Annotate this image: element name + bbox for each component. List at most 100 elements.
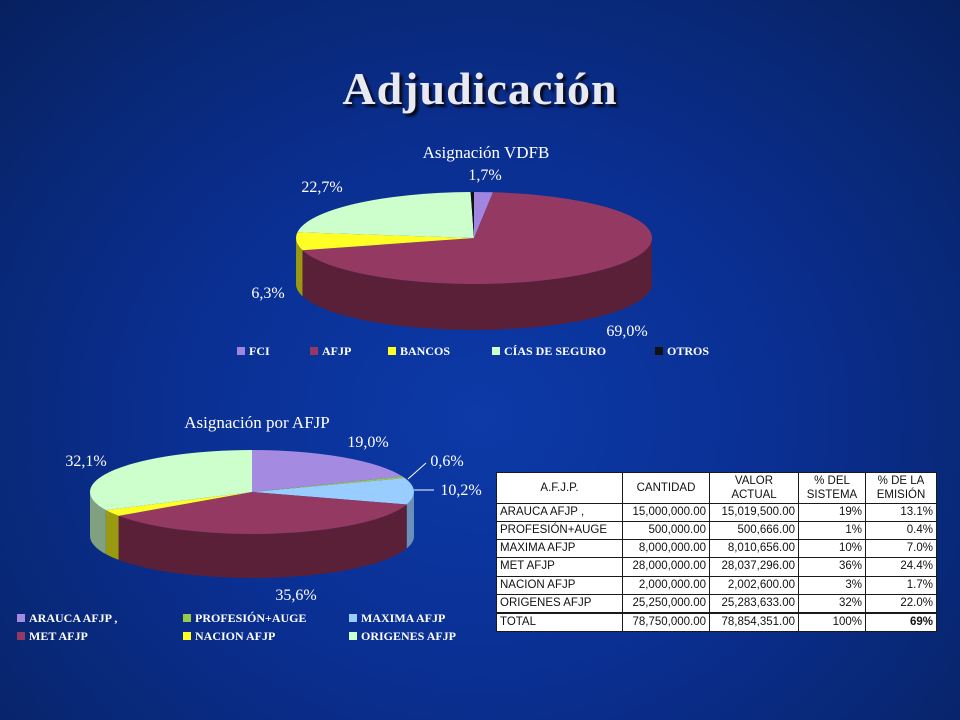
chart-afjp-title: Asignación por AFJP: [184, 413, 329, 432]
table-cell: 32%: [798, 593, 866, 614]
table-row: NACION AFJP 2,000,000.00 2,002,600.00 3%…: [496, 575, 937, 595]
legend2-swatch-met: [17, 632, 25, 640]
afjp-table: A.F.J.P. CANTIDAD VALOR ACTUAL % DEL SIS…: [496, 472, 937, 632]
table-header: % DEL SISTEMA: [798, 472, 866, 504]
pie1-slice-4: [297, 192, 474, 238]
pie2-label-met: 35,6%: [275, 587, 316, 604]
table-cell: 7.0%: [865, 539, 937, 559]
table-cell: 500,000.00: [622, 521, 710, 541]
pie2-slice-side-4: [118, 504, 407, 578]
pie2-slice-side-6: [90, 491, 106, 555]
pie1-slice-1: [474, 192, 493, 238]
legend2-swatch-profesion: [183, 614, 191, 622]
table-cell: PROFESIÓN+AUGE: [496, 521, 623, 541]
table-cell: NACION AFJP: [496, 575, 623, 595]
pie1-label-cias: 22,7%: [301, 179, 342, 196]
table-header-row: A.F.J.P. CANTIDAD VALOR ACTUAL % DEL SIS…: [496, 472, 937, 504]
legend2-label-origenes: ORIGENES AFJP: [361, 629, 456, 643]
legend2-label-profesion: PROFESIÓN+AUGE: [195, 611, 307, 625]
table-cell: 22.0%: [865, 593, 937, 614]
legend2-label-arauca: ARAUCA AFJP ,: [29, 611, 117, 625]
table-cell: MET AFJP: [496, 557, 623, 577]
table-row: MAXIMA AFJP 8,000,000.00 8,010,656.00 10…: [496, 539, 937, 559]
pie1-slice-5: [470, 192, 474, 238]
table-cell: 19%: [798, 502, 866, 523]
table-cell: 8,000,000.00: [622, 539, 710, 559]
table-cell: ARAUCA AFJP ,: [496, 502, 623, 523]
table-cell: 24.4%: [865, 557, 937, 577]
pie2-label-maxima: 10,2%: [440, 482, 481, 499]
table-cell: TOTAL: [496, 612, 623, 632]
legend1-swatch-afjp: [310, 347, 318, 355]
table-row: MET AFJP 28,000,000.00 28,037,296.00 36%…: [496, 557, 937, 577]
table-cell: 78,854,351.00: [709, 612, 799, 632]
table-cell: 15,019,500.00: [709, 502, 799, 523]
legend1-swatch-cias: [492, 347, 500, 355]
pie1-label-bancos: 6,3%: [251, 285, 284, 302]
pie1-slice-side-2: [302, 240, 652, 330]
pie2-slice-1: [252, 450, 403, 492]
table-cell: 28,037,296.00: [709, 557, 799, 577]
pie2-slice-2: [252, 476, 405, 492]
slide-title: Adjudicación: [342, 63, 618, 114]
table-cell: 0.4%: [865, 521, 937, 541]
table-cell: 8,010,656.00: [709, 539, 799, 559]
table-row: PROFESIÓN+AUGE 500,000.00 500,666.00 1% …: [496, 521, 937, 541]
legend2-swatch-nacion: [183, 632, 191, 640]
pie2-leader-profesion: [407, 462, 427, 480]
table-cell: 28,000,000.00: [622, 557, 710, 577]
legend2-label-nacion: NACION AFJP: [195, 629, 275, 643]
pie2-slice-side-3: [406, 491, 414, 549]
pie2-slice-4: [118, 492, 407, 535]
table-cell: MAXIMA AFJP: [496, 539, 623, 559]
table-cell: 100%: [798, 612, 866, 632]
table-row: ARAUCA AFJP , 15,000,000.00 15,019,500.0…: [496, 502, 937, 523]
legend2-swatch-maxima: [349, 614, 357, 622]
pie1-slice-2: [302, 192, 652, 284]
table-total-row: TOTAL 78,750,000.00 78,854,351.00 100% 6…: [496, 612, 937, 632]
pie2-slice-side-5: [105, 510, 119, 560]
table-cell: 2,002,600.00: [709, 575, 799, 595]
table-header: VALOR ACTUAL: [709, 472, 799, 504]
table-header: CANTIDAD: [622, 472, 710, 504]
legend1-label-afjp: AFJP: [322, 344, 351, 358]
table-row: ORIGENES AFJP 25,250,000.00 25,283,633.0…: [496, 593, 937, 614]
legend1-label-otros: OTROS: [667, 344, 709, 358]
pie1-slice-3: [295, 232, 474, 251]
pie1-slice-side-3: [296, 237, 303, 297]
table-cell: 25,283,633.00: [709, 593, 799, 614]
table-cell: 13.1%: [865, 502, 937, 523]
table-cell: 36%: [798, 557, 866, 577]
table-cell: 69%: [865, 612, 937, 632]
pie2-slice-3: [252, 478, 415, 505]
legend1-label-cias: CÍAS DE SEGURO: [504, 344, 606, 358]
table-cell: 500,666.00: [709, 521, 799, 541]
pie2-slice-6: [89, 450, 252, 511]
legend1-label-bancos: BANCOS: [400, 344, 450, 358]
pie2-label-arauca: 19,0%: [347, 434, 388, 451]
legend1-label-fci: FCI: [249, 344, 270, 358]
table-cell: 10%: [798, 539, 866, 559]
legend1-swatch-fci: [237, 347, 245, 355]
table-header: A.F.J.P.: [496, 472, 623, 504]
legend1-swatch-otros: [655, 347, 663, 355]
table-cell: ORIGENES AFJP: [496, 593, 623, 614]
legend1-swatch-bancos: [388, 347, 396, 355]
chart-vdfb-title: Asignación VDFB: [423, 143, 550, 162]
table-cell: 78,750,000.00: [622, 612, 710, 632]
table-cell: 1%: [798, 521, 866, 541]
pie2-label-origenes: 32,1%: [65, 453, 106, 470]
pie2-label-profesion: 0,6%: [430, 453, 463, 470]
pie1-label-afjp: 69,0%: [606, 323, 647, 340]
pie2-slice-5: [105, 492, 252, 516]
legend2-label-met: MET AFJP: [29, 629, 88, 643]
table-cell: 15,000,000.00: [622, 502, 710, 523]
table-cell: 25,250,000.00: [622, 593, 710, 614]
table-cell: 3%: [798, 575, 866, 595]
table-header: % DE LA EMISIÓN: [865, 472, 937, 504]
legend2-swatch-origenes: [349, 632, 357, 640]
table-cell: 2,000,000.00: [622, 575, 710, 595]
table-cell: 1.7%: [865, 575, 937, 595]
legend2-label-maxima: MAXIMA AFJP: [361, 611, 445, 625]
